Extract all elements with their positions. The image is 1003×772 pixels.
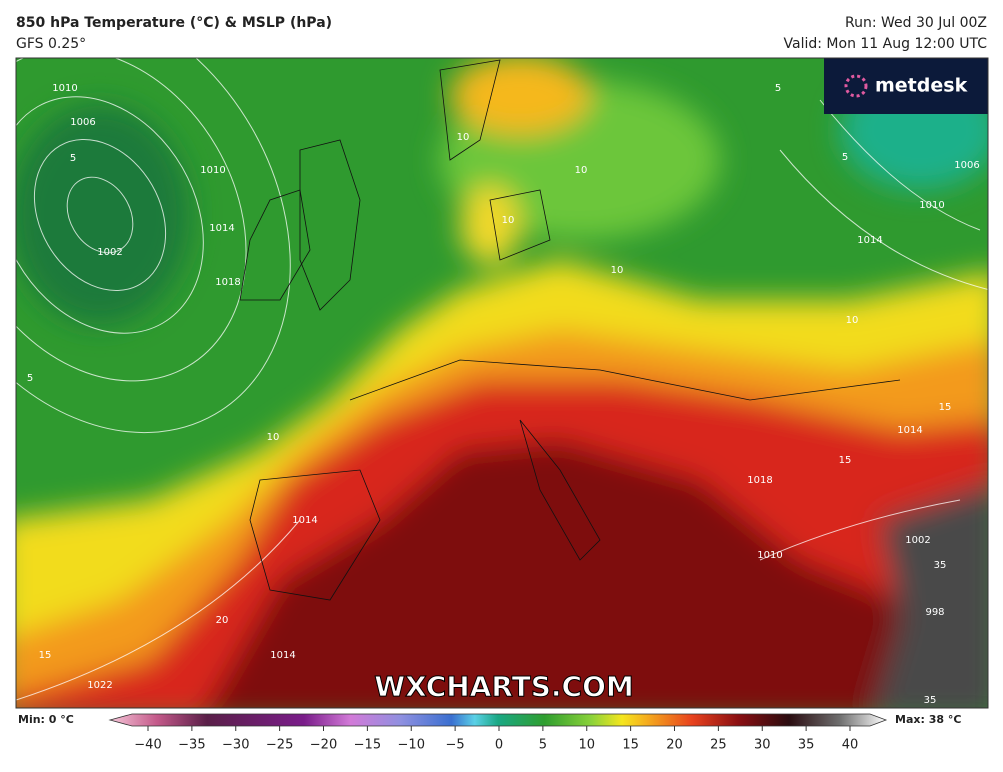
contour-label: 1014 xyxy=(209,223,234,234)
min-label: Min: 0 °C xyxy=(18,713,74,726)
contour-label: 5 xyxy=(27,373,33,384)
contour-label: 998 xyxy=(925,607,944,618)
contour-labels: 1010100651002101010141018510101010101055… xyxy=(27,83,980,706)
colorbar xyxy=(108,713,888,727)
colorbar-tick-label: −15 xyxy=(354,738,381,753)
colorbar-tick-label: −5 xyxy=(446,738,465,753)
model: GFS 0.25° xyxy=(16,36,86,52)
colorbar-tick-label: −30 xyxy=(222,738,249,753)
map-frame xyxy=(15,57,989,709)
field-area xyxy=(206,440,988,708)
logo-icon xyxy=(844,74,868,98)
contour-label: 5 xyxy=(70,153,76,164)
contour-label: 35 xyxy=(934,560,947,571)
contour-label: 1022 xyxy=(87,680,112,691)
contour-label: 10 xyxy=(502,215,515,226)
contour-label: 1010 xyxy=(919,200,944,211)
colorbar-tick-label: 0 xyxy=(495,738,503,753)
watermark: WXCHARTS.COM xyxy=(374,670,634,703)
contour-label: 1014 xyxy=(270,650,295,661)
low-core xyxy=(16,105,190,325)
contour-label: 5 xyxy=(842,152,848,163)
contour-label: 1018 xyxy=(747,475,772,486)
contour-label: 1010 xyxy=(757,550,782,561)
colorbar-tick-label: 15 xyxy=(622,738,639,753)
contour-label: 15 xyxy=(939,402,952,413)
contour-label: 15 xyxy=(839,455,852,466)
contour-label: 10 xyxy=(457,132,470,143)
contour-label: 1006 xyxy=(70,117,95,128)
colorbar-tick-label: 5 xyxy=(539,738,547,753)
contour-label: 10 xyxy=(575,165,588,176)
colorbar-tick-label: −35 xyxy=(178,738,205,753)
contour-label: 1002 xyxy=(905,535,930,546)
field-area xyxy=(460,185,520,265)
valid-time: Valid: Mon 11 Aug 12:00 UTC xyxy=(784,36,988,52)
colorbar-tick-label: 35 xyxy=(798,738,815,753)
contour-label: 10 xyxy=(267,432,280,443)
colorbar-tick-label: −20 xyxy=(310,738,337,753)
logo: metdesk xyxy=(875,75,968,97)
contour-label: 1014 xyxy=(897,425,922,436)
temperature-field xyxy=(16,58,988,708)
contour-label: 15 xyxy=(39,650,52,661)
field-area xyxy=(450,58,590,135)
contour-label: 10 xyxy=(611,265,624,276)
contour-label: 1010 xyxy=(52,83,77,94)
contour-label: 1010 xyxy=(200,165,225,176)
colorbar-tick-label: −10 xyxy=(398,738,425,753)
coastlines xyxy=(239,59,901,601)
colorbar-ticks: −40 −35 −30 −25 −20 −15 −10 −5 0 5 10 15 20 25 30 35 40 xyxy=(134,726,858,753)
colorbar-tick-label: 40 xyxy=(842,738,859,753)
contour-label: 10 xyxy=(846,315,859,326)
contour-label: 1002 xyxy=(97,247,122,258)
colorbar-tick-label: −40 xyxy=(134,738,161,753)
colorbar-tick-label: 30 xyxy=(754,738,771,753)
contour-label: 1018 xyxy=(215,277,240,288)
contour-label: 20 xyxy=(216,615,229,626)
field-area xyxy=(873,484,988,708)
map: 1010100651002101010141018510101010101055… xyxy=(16,58,988,708)
isobars xyxy=(16,58,988,701)
run-time: Run: Wed 30 Jul 00Z xyxy=(845,15,987,31)
colorbar-tick-label: −25 xyxy=(266,738,293,753)
contour-label: 1006 xyxy=(954,160,979,171)
max-label: Max: 38 °C xyxy=(895,713,961,726)
contour-label: 1014 xyxy=(857,235,882,246)
logo-box xyxy=(824,58,988,114)
colorbar-tick-label: 20 xyxy=(666,738,683,753)
contour-label: 1014 xyxy=(292,515,317,526)
colorbar-tick-label: 25 xyxy=(710,738,727,753)
title: 850 hPa Temperature (°C) & MSLP (hPa) xyxy=(16,15,332,31)
colorbar-tick-label: 10 xyxy=(578,738,595,753)
contour-label: 5 xyxy=(775,83,781,94)
contour-label: 35 xyxy=(924,695,937,706)
